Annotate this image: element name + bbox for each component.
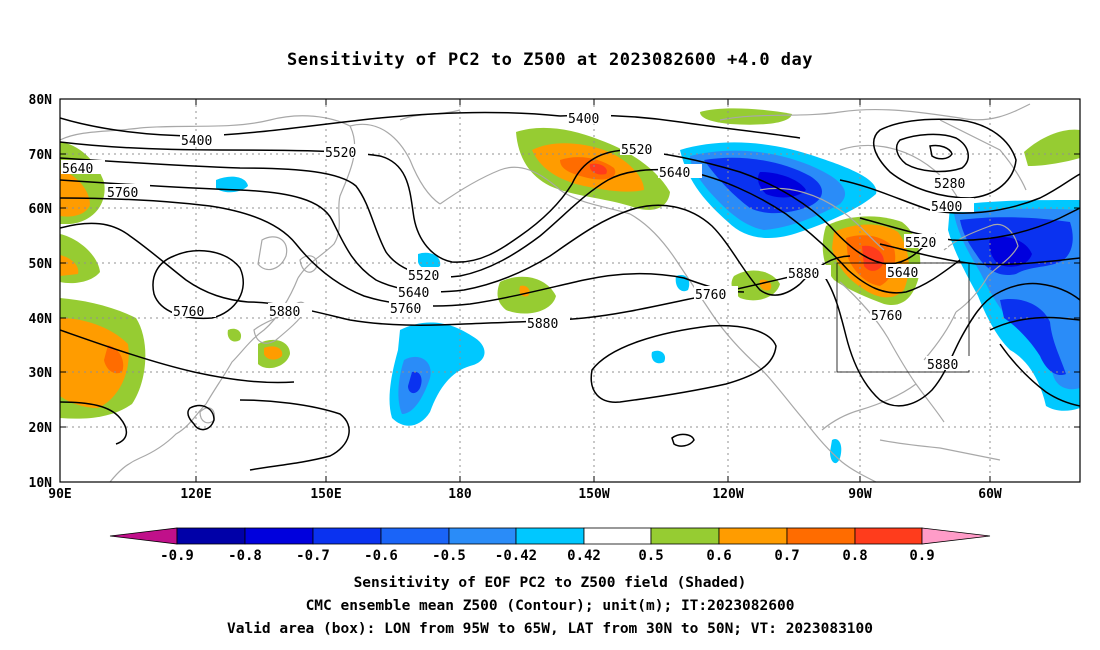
colorbar-bin — [854, 527, 923, 545]
colorbar-label: -0.5 — [432, 548, 466, 564]
colorbar-bin — [176, 527, 246, 545]
caption-contour: CMC ensemble mean Z500 (Contour); unit(m… — [305, 598, 795, 614]
caption-shading: Sensitivity of EOF PC2 to Z500 field (Sh… — [353, 575, 747, 591]
lon-label: 90W — [848, 487, 872, 502]
lat-label: 30N — [29, 366, 53, 381]
lon-label: 150E — [310, 487, 341, 502]
colorbar-label: 0.6 — [706, 548, 731, 564]
colorbar-bin — [448, 527, 517, 545]
contour-label: 5880 — [788, 267, 819, 282]
colorbar-bin — [244, 527, 314, 545]
contour-label: 5640 — [659, 166, 690, 181]
shade-japan-core — [264, 346, 283, 360]
colorbar-bin — [583, 527, 652, 545]
colorbar-low-arrow — [109, 527, 178, 545]
contour-label: 5760 — [107, 186, 138, 201]
lon-label: 90E — [48, 487, 71, 502]
shade-gulf-blue — [830, 438, 842, 464]
lon-label: 180 — [448, 487, 472, 502]
colorbar — [109, 527, 991, 545]
lat-label: 70N — [29, 148, 53, 163]
shade-date-line — [418, 252, 441, 270]
colorbar-label: -0.8 — [228, 548, 262, 564]
colorbar-label: -0.7 — [296, 548, 330, 564]
colorbar-bin — [718, 527, 788, 545]
lat-labels: 80N 70N 60N 50N 40N 30N 20N 10N — [29, 93, 53, 491]
colorbar-label: 0.7 — [774, 548, 799, 564]
shade-asia-north-core — [60, 170, 90, 217]
colorbar-bin — [515, 527, 585, 545]
colorbar-label: -0.42 — [495, 548, 537, 564]
lat-label: 20N — [29, 421, 53, 436]
shade-korea — [227, 328, 242, 342]
contour-label: 5400 — [181, 134, 212, 149]
shading-layer — [60, 108, 1080, 464]
shade-pacific-small — [216, 176, 248, 193]
shade-asia-south-inner — [104, 345, 124, 374]
colorbar-bin — [380, 527, 450, 545]
contour-label: 5880 — [927, 358, 958, 373]
contour-label: 5880 — [527, 317, 558, 332]
shade-pac-small2 — [651, 350, 666, 364]
lon-label: 60W — [978, 487, 1002, 502]
colorbar-label: 0.9 — [909, 548, 934, 564]
map-title: Sensitivity of PC2 to Z500 at 2023082600… — [286, 50, 813, 70]
contour-label: 5280 — [934, 177, 965, 192]
contour-label: 5760 — [390, 302, 421, 317]
contour-label: 5760 — [871, 309, 902, 324]
colorbar-label: -0.9 — [160, 548, 194, 564]
colorbar-high-arrow — [921, 527, 991, 545]
colorbar-label: -0.6 — [364, 548, 398, 564]
contour-label: 5640 — [887, 266, 918, 281]
colorbar-bin — [650, 527, 720, 545]
colorbar-bin — [786, 527, 856, 545]
lat-label: 80N — [29, 93, 53, 108]
shade-pacific-neg-inner — [408, 371, 422, 394]
colorbar-label: 0.8 — [842, 548, 867, 564]
shade-asia-south-core — [60, 318, 129, 408]
contour-label: 5880 — [269, 305, 300, 320]
contour-label: 5520 — [905, 236, 936, 251]
contour-label: 5400 — [568, 112, 599, 127]
contour-label: 5760 — [173, 305, 204, 320]
map-frame — [59, 98, 1081, 483]
caption-valid-area: Valid area (box): LON from 95W to 65W, L… — [226, 621, 873, 637]
colorbar-label: 0.42 — [567, 548, 601, 564]
lon-label: 150W — [578, 487, 609, 502]
contour-label: 5520 — [325, 146, 356, 161]
contour-label: 5640 — [62, 162, 93, 177]
lat-label: 10N — [29, 476, 53, 491]
contour-label: 5400 — [931, 200, 962, 215]
lon-label: 120W — [712, 487, 743, 502]
lat-label: 40N — [29, 312, 53, 327]
shade-atlantic-4 — [989, 236, 1032, 267]
lat-label: 60N — [29, 202, 53, 217]
contour-labels: 5400 5520 5640 5760 5400 5520 5640 5520 … — [61, 110, 977, 373]
colorbar-labels: -0.9 -0.8 -0.7 -0.6 -0.5 -0.42 0.42 0.5 … — [160, 548, 935, 564]
valid-area-box — [836, 262, 970, 373]
shade-central-us-3 — [862, 245, 884, 271]
contour-label: 5640 — [398, 286, 429, 301]
lon-label: 120E — [180, 487, 211, 502]
shade-canada-neg-4 — [758, 172, 806, 198]
shade-asia-mid-core — [60, 255, 79, 276]
axis-ticks — [60, 98, 1080, 483]
grid-lines — [60, 99, 1080, 482]
colorbar-bin — [312, 527, 382, 545]
shade-atlantic-5 — [1000, 298, 1066, 376]
lat-label: 50N — [29, 257, 53, 272]
contour-label: 5520 — [408, 269, 439, 284]
contour-label: 5760 — [695, 288, 726, 303]
lon-labels: 90E 120E 150E 180 150W 120W 90W 60W — [48, 487, 1002, 502]
contour-label: 5520 — [621, 143, 652, 158]
shade-greenland — [1024, 129, 1080, 166]
colorbar-label: 0.5 — [638, 548, 663, 564]
